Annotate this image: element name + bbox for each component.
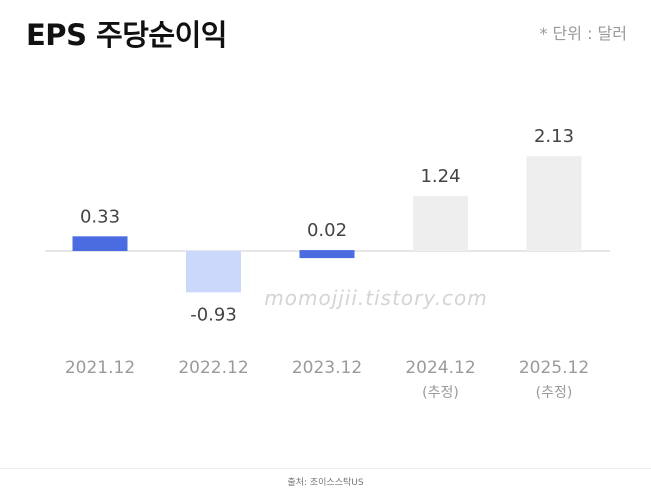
tick-label-2025.12: 2025.12 <box>519 358 589 378</box>
unit-label: * 단위 : 달러 <box>539 24 627 43</box>
watermark-text: momojjii.tistory.com <box>264 286 488 310</box>
eps-bar-chart: momojjii.tistory.com 0.33 2021.12 -0.93 202… <box>45 126 610 401</box>
value-label-2021.12: 0.33 <box>80 206 120 227</box>
bar-2023.12 <box>299 250 355 259</box>
tick-label-2024.12: 2024.12 <box>405 358 475 378</box>
bar-2025.12 <box>526 156 582 251</box>
bar-2022.12 <box>186 251 241 293</box>
source-text: 출처: 조이스스탁US <box>287 478 364 488</box>
bar-2024.12 <box>413 195 468 251</box>
tick-label-2021.12: 2021.12 <box>65 358 135 378</box>
value-label-2024.12: 1.24 <box>420 166 460 187</box>
footer-divider <box>0 468 651 469</box>
value-label-2023.12: 0.02 <box>307 220 347 241</box>
bar-2021.12 <box>72 236 128 251</box>
estimate-note-2024.12: (추정) <box>422 385 459 401</box>
page-title: EPS 주당순이익 <box>26 18 227 52</box>
estimate-note-2025.12: (추정) <box>536 385 573 401</box>
value-label-2025.12: 2.13 <box>534 126 574 147</box>
value-label-2022.12: -0.93 <box>190 304 237 325</box>
tick-label-2023.12: 2023.12 <box>292 358 362 378</box>
tick-label-2022.12: 2022.12 <box>178 358 248 378</box>
